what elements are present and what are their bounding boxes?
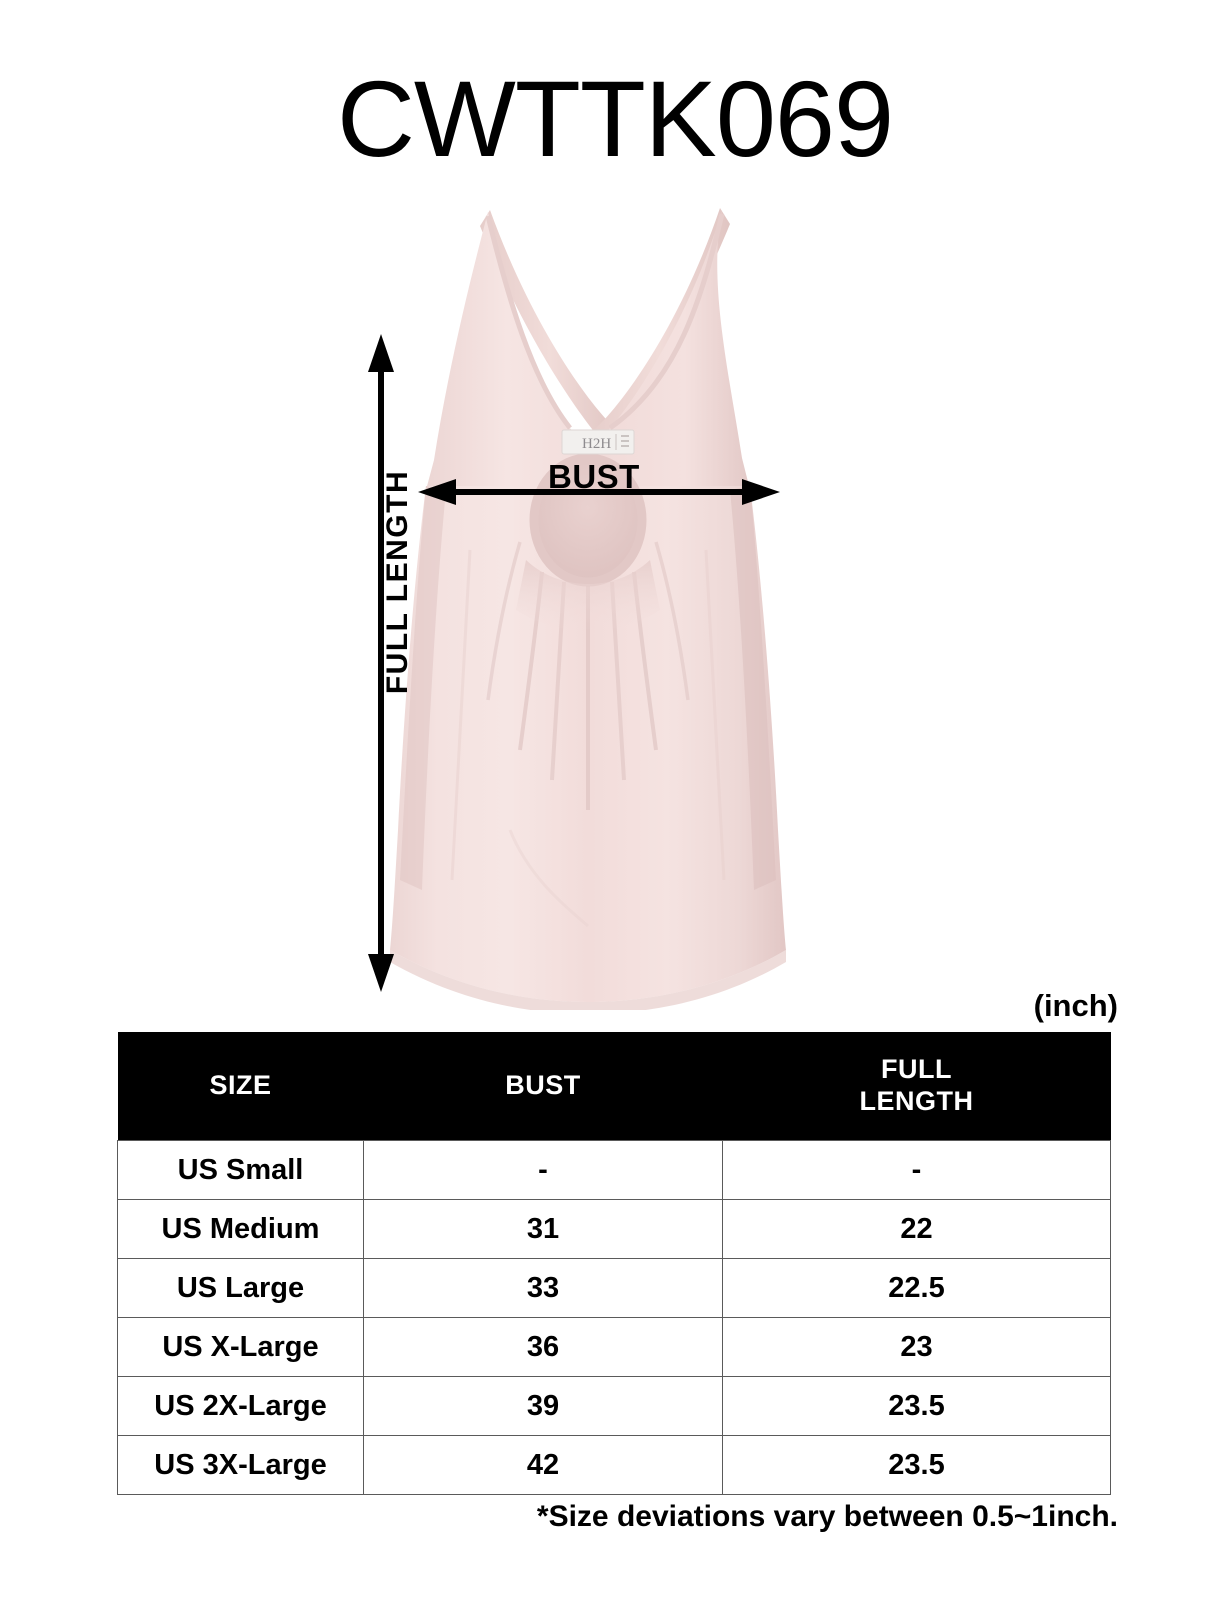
full-length-arrow xyxy=(368,334,394,992)
cell-full-length: 23.5 xyxy=(722,1376,1111,1436)
left-neckline-edge xyxy=(485,215,572,430)
cell-bust: 39 xyxy=(363,1376,723,1436)
bust-arrow xyxy=(418,479,780,505)
bust-arrow-head-left xyxy=(418,479,456,505)
cell-size: US 3X-Large xyxy=(117,1435,364,1495)
full-length-measure-label: FULL LENGTH xyxy=(381,469,414,695)
cell-full-length: 23 xyxy=(722,1317,1111,1377)
table-row: US 2X-Large 39 23.5 xyxy=(117,1376,1111,1436)
bodice-top xyxy=(426,210,750,490)
right-side-shadow xyxy=(730,486,776,890)
cell-full-length: 23.5 xyxy=(722,1435,1111,1495)
label-tag-text: H2H xyxy=(582,436,611,452)
full-length-arrow-head-bottom xyxy=(368,954,394,992)
left-side-shadow xyxy=(400,486,446,890)
cell-bust: 33 xyxy=(363,1258,723,1318)
table-row: US Large 33 22.5 xyxy=(117,1258,1111,1318)
table-body: US Small - - US Medium 31 22 US Large 33… xyxy=(117,1140,1111,1495)
column-header-bust: BUST xyxy=(363,1032,723,1141)
cell-bust: 36 xyxy=(363,1317,723,1377)
measurement-annotations xyxy=(368,334,780,992)
table-row: US X-Large 36 23 xyxy=(117,1317,1111,1377)
garment-body-group xyxy=(390,210,786,1010)
cell-size: US Large xyxy=(117,1258,364,1318)
cell-full-length: 22.5 xyxy=(722,1258,1111,1318)
column-header-full-length: FULL LENGTH xyxy=(722,1032,1111,1141)
bust-measure-label: BUST xyxy=(548,458,640,495)
column-header-full-length-line2: LENGTH xyxy=(859,1086,974,1116)
table-header: SIZE BUST FULL LENGTH xyxy=(117,1032,1111,1141)
bust-arrow-head-right xyxy=(742,479,780,505)
size-deviation-footnote: *Size deviations vary between 0.5~1inch. xyxy=(536,1500,1118,1533)
cell-full-length: 22 xyxy=(722,1199,1111,1259)
full-length-arrow-head-top xyxy=(368,334,394,372)
column-header-size: SIZE xyxy=(117,1032,364,1141)
size-chart-table: SIZE BUST FULL LENGTH US Small - - US Me… xyxy=(117,1032,1111,1495)
table-row: US Small - - xyxy=(117,1140,1111,1200)
fabric-folds xyxy=(450,549,726,928)
gather-shadow xyxy=(516,560,660,631)
keyhole-ring xyxy=(529,453,647,587)
units-note: (inch) xyxy=(1033,988,1118,1023)
table-header-row: SIZE BUST FULL LENGTH xyxy=(117,1032,1111,1141)
cell-bust: 42 xyxy=(363,1435,723,1495)
table-row: US 3X-Large 42 23.5 xyxy=(117,1435,1111,1495)
hem-band xyxy=(390,950,786,1010)
cell-size: US X-Large xyxy=(117,1317,364,1377)
table-row: US Medium 31 22 xyxy=(117,1199,1111,1259)
brand-label-tag: H2H xyxy=(561,429,635,455)
garment-illustration: H2H xyxy=(330,190,850,1010)
cell-size: US Medium xyxy=(117,1199,364,1259)
garment-svg: H2H xyxy=(390,208,786,1010)
cell-size: US 2X-Large xyxy=(117,1376,364,1436)
cell-bust: - xyxy=(363,1140,723,1200)
right-neckline-edge xyxy=(608,213,725,431)
cell-full-length: - xyxy=(722,1140,1111,1200)
cell-bust: 31 xyxy=(363,1199,723,1259)
page-title: CWTTK069 xyxy=(336,58,894,179)
column-header-full-length-line1: FULL xyxy=(881,1054,952,1085)
cell-size: US Small xyxy=(117,1140,364,1200)
